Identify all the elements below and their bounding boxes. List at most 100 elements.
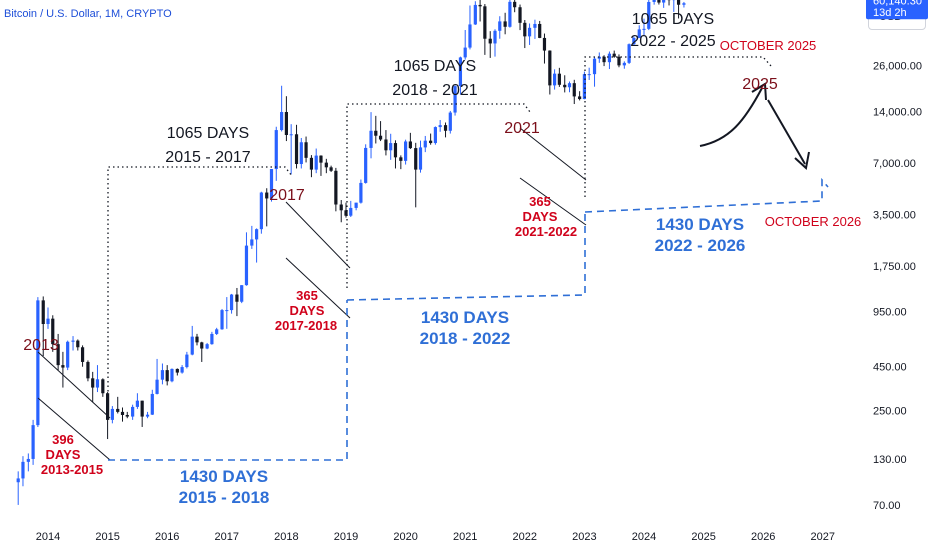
candle-body [131,406,135,417]
candle-body [259,192,263,230]
time-tick-label: 2025 [691,531,715,543]
label-span-2022-2026-years: 2022 - 2026 [655,236,746,255]
time-tick-label: 2023 [572,531,596,543]
candle-body [443,125,448,131]
candle-body [140,400,144,417]
candle-body [508,1,512,27]
bracket-2022-2025 [584,56,772,197]
label-cycle-2022-2025-years: 2022 - 2025 [630,33,716,50]
candle-body [418,147,423,170]
candle-body [488,38,492,44]
candle-body [229,294,234,311]
candle-body [453,86,457,113]
price-tick-label: 130.00 [873,454,907,466]
candle-body [66,341,70,368]
price-axis: 400,000.00200,000.00100,000.0026,000.001… [866,0,928,512]
channel-2021-upper [519,127,587,181]
candle-body [21,461,25,479]
candle-body [503,21,507,27]
candle-body [269,169,274,199]
label-cycle-2018-2021-years: 2018 - 2021 [392,82,478,99]
candle-body [309,157,314,170]
candle-body [334,170,338,205]
candle-body [91,378,95,388]
candle-body [493,30,497,44]
time-tick-label: 2017 [215,531,239,543]
label-span-2015-2018-years: 2015 - 2018 [179,488,270,507]
candle-body [41,300,45,325]
candle-body [523,22,527,37]
label-bear-2017-2018-years: 2017-2018 [275,318,337,333]
candle-body [647,1,651,29]
candle-body [542,37,547,51]
candle-body [557,73,561,85]
candle-body [165,370,169,382]
price-tick-label: 7,000.00 [873,158,916,170]
channel-2017-lower [285,257,351,319]
candle-body [220,310,224,330]
label-cycle-2015-2017-years: 2015 - 2017 [165,149,251,166]
label-bear-2013-2015-days-word: DAYS [46,447,81,462]
candle-body [16,478,20,483]
candle-body [473,4,477,25]
label-cycle-2022-2025-days: 1065 DAYS [632,11,714,28]
candle-body [26,458,30,462]
last-price-tag [866,0,928,20]
candle-body [378,135,383,140]
time-tick-label: 2022 [513,531,537,543]
candle-body [195,336,199,343]
time-tick-label: 2018 [274,531,298,543]
candle-body [145,414,150,417]
candle-body [563,84,567,88]
candle-body [468,24,472,48]
price-tick-label: 250.00 [873,405,907,417]
candle-body [116,408,120,412]
bracket-2015-2017 [107,166,293,405]
candle-body [185,354,189,368]
last-price-countdown: 13d 2h [873,7,907,19]
candle-body [265,192,269,199]
candle-body [627,44,631,63]
candle-body [597,56,601,59]
candle-body [582,74,586,100]
candle-body [637,29,641,38]
time-tick-label: 2026 [751,531,775,543]
price-tick-label: 450.00 [873,362,907,374]
candle-body [553,73,557,86]
candle-body [294,134,299,165]
candle-body [289,134,293,136]
channel-2017-upper [285,201,351,269]
candle-body [404,141,408,161]
candle-body [80,347,85,362]
price-tick-label: 3,500.00 [873,209,916,221]
candle-body [652,0,656,2]
forecast-arrow-up-head [751,82,767,101]
candle-body [592,58,597,75]
candle-body [150,393,154,415]
candle-body [95,379,100,388]
candle-body [120,411,125,415]
candle-body [538,23,542,38]
time-tick-label: 2020 [393,531,417,543]
candle-body [56,344,60,366]
candle-body [662,0,666,3]
label-span-2018-2022-years: 2018 - 2022 [420,329,511,348]
label-bear-2021-2022-days-count: 365 [529,194,551,209]
candle-body [393,143,398,158]
span-line-2022-2026 [584,177,829,213]
candle-body [101,379,105,394]
candle-body [244,245,249,286]
candle-body [314,155,318,170]
forecast-arrow-down-head [794,151,810,170]
candle-body [533,23,537,28]
candle-body [329,167,333,171]
candle-body [160,370,165,380]
candle-body [384,139,388,151]
label-bear-2013-2015-years: 2013-2015 [41,462,103,477]
candle-body [46,318,50,325]
label-span-2015-2018-days: 1430 DAYS [180,467,268,486]
span-line-2018-2022 [346,212,586,301]
candle-body [200,342,204,349]
candle-body [527,27,532,37]
label-bear-2017-2018-days-count: 365 [296,288,318,303]
